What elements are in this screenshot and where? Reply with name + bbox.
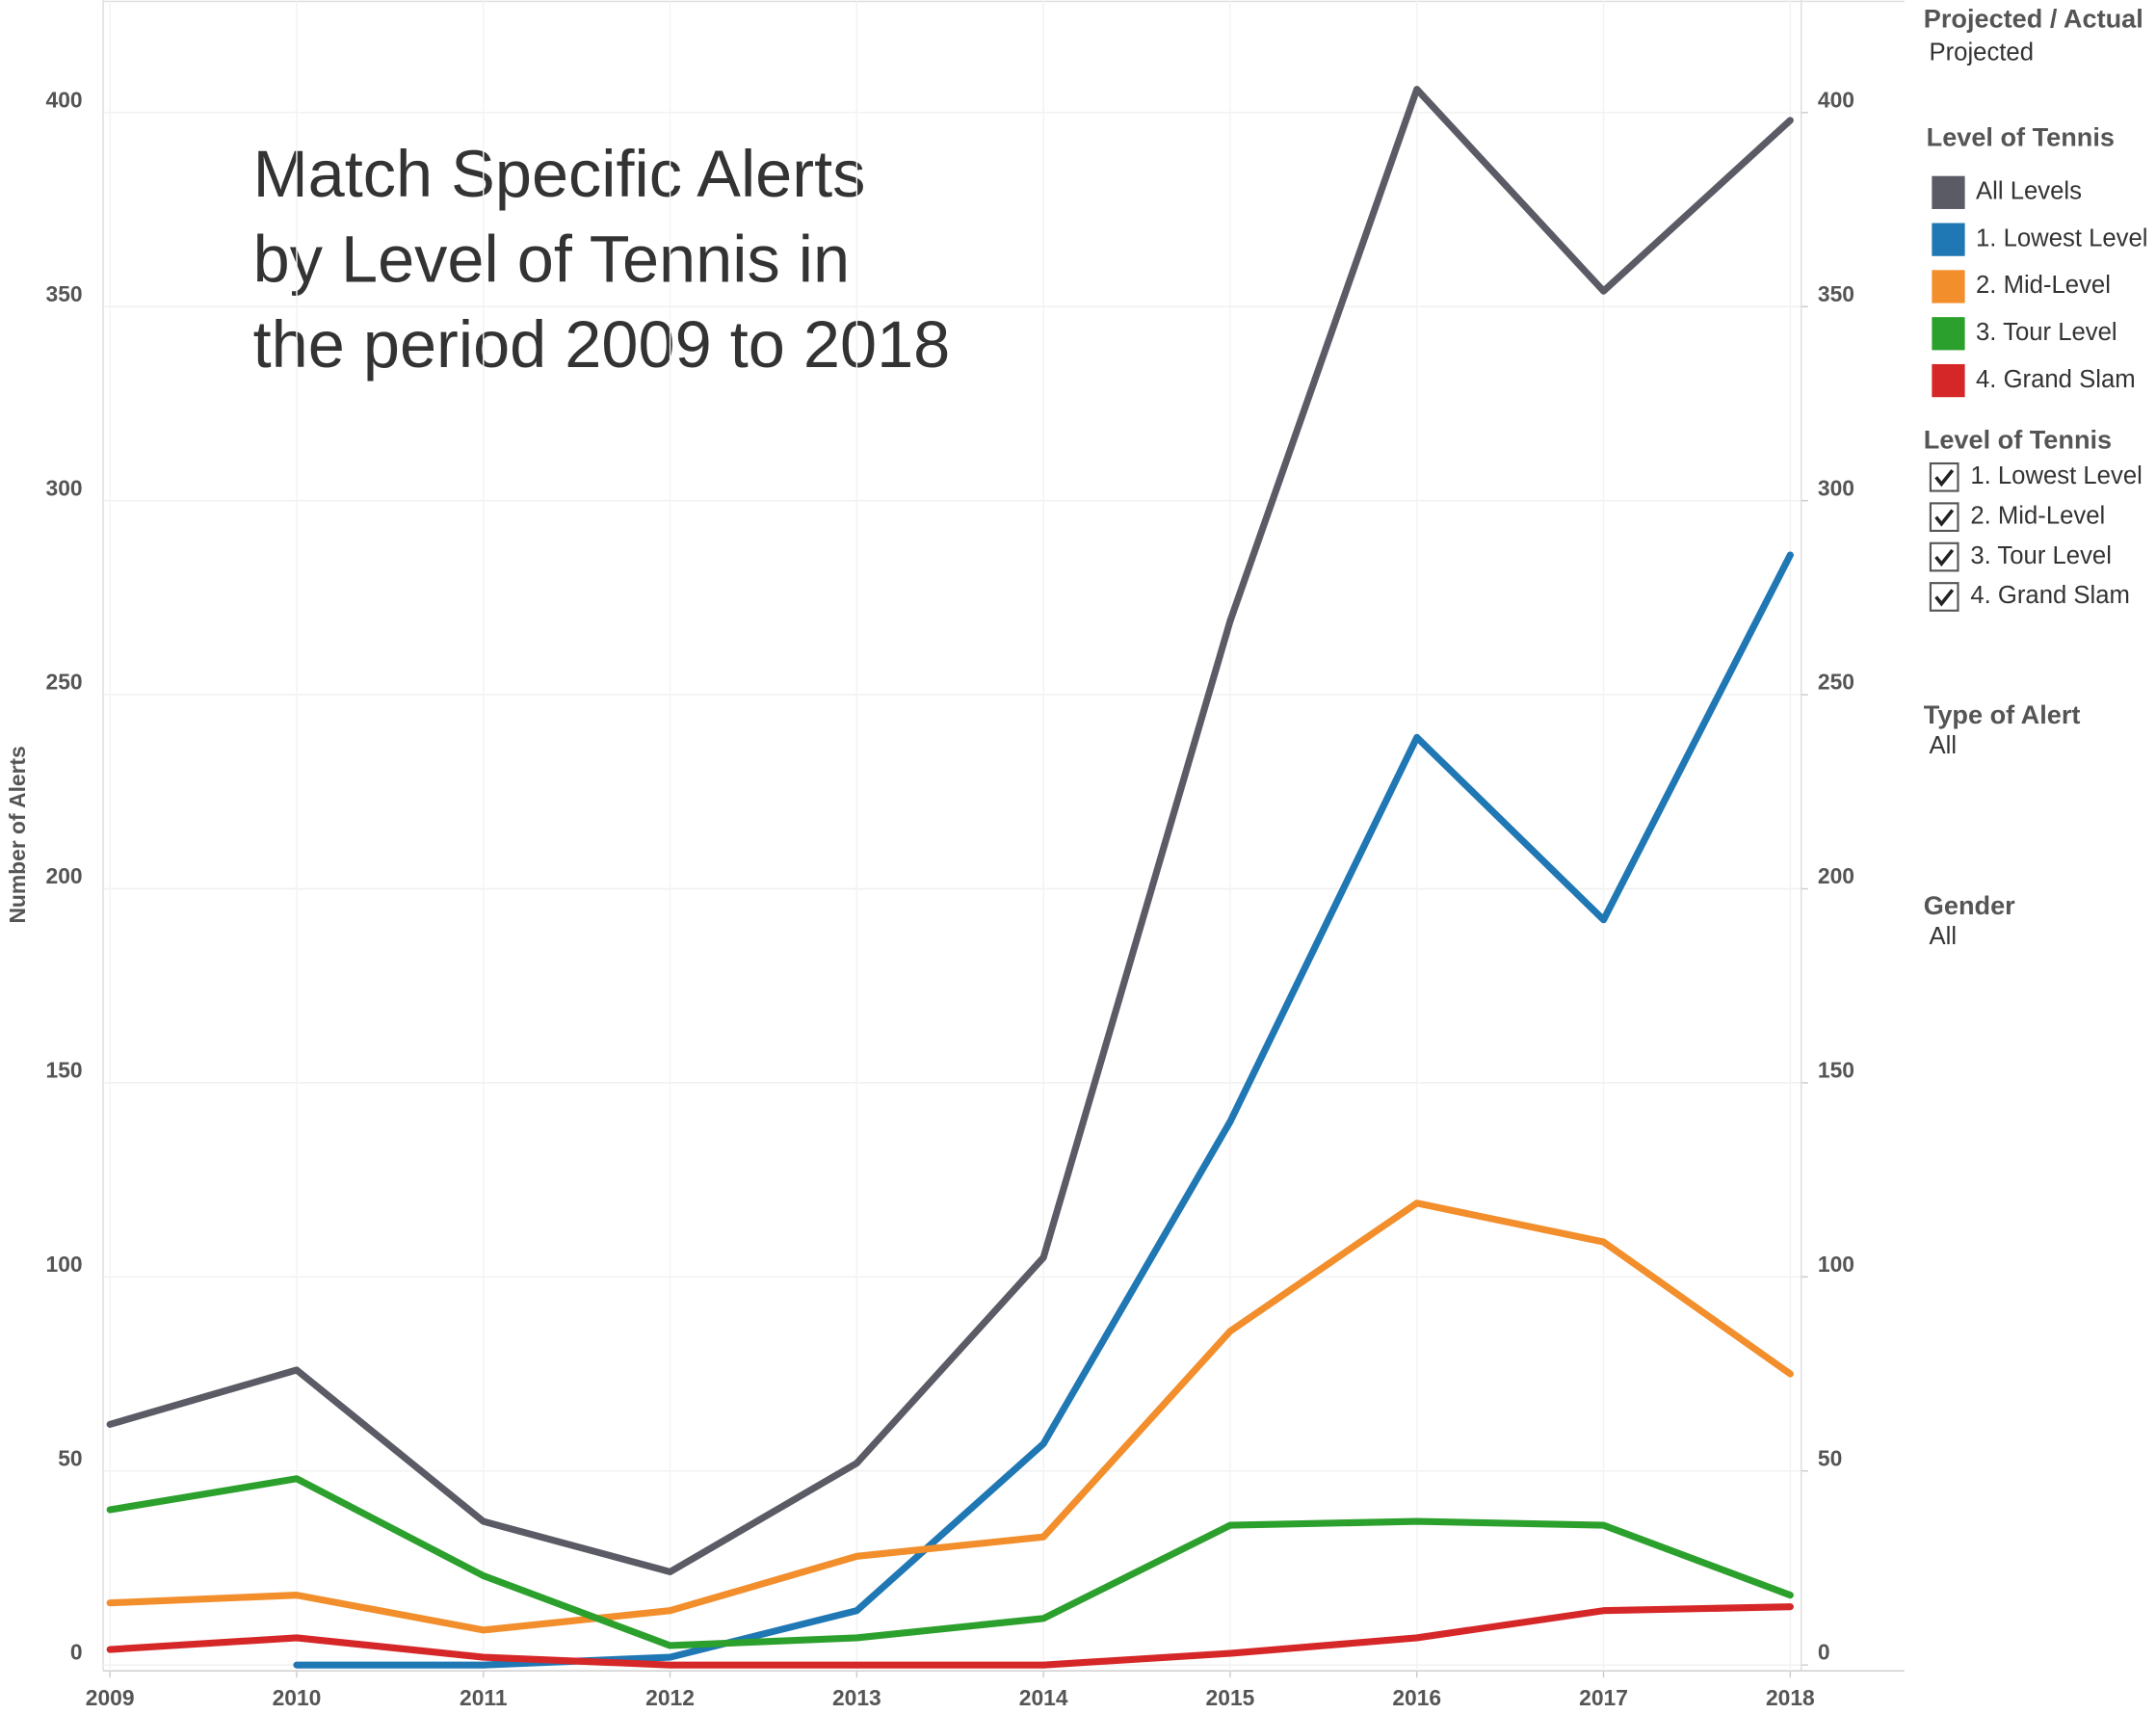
legend-label[interactable]: All Levels — [1976, 178, 2082, 205]
x-tick-label: 2011 — [460, 1685, 508, 1710]
checkbox-label[interactable]: 1. Lowest Level — [1970, 462, 2142, 489]
x-tick-label: 2018 — [1766, 1685, 1815, 1710]
legend-label[interactable]: 3. Tour Level — [1976, 319, 2117, 346]
checkmark — [1934, 548, 1955, 567]
chart-title: Match Specific Alerts — [253, 137, 866, 211]
y-tick-label: 0 — [70, 1640, 83, 1665]
series-line — [106, 1603, 1794, 1669]
legend-swatch — [1932, 317, 1965, 351]
filter-title: Type of Alert — [1924, 699, 2081, 729]
chart-title: by Level of Tennis in — [253, 223, 850, 297]
series-line — [106, 86, 1794, 1576]
legend-swatch — [1932, 363, 1965, 398]
y-tick-label: 100 — [46, 1252, 83, 1277]
checkbox[interactable] — [1929, 582, 1959, 612]
x-tick-label: 2012 — [645, 1685, 695, 1710]
legend-label[interactable]: 1. Lowest Level — [1976, 224, 2147, 251]
x-tick-label: 2015 — [1206, 1685, 1255, 1710]
series-line — [106, 1475, 1794, 1649]
y2-tick-label: 0 — [1818, 1640, 1830, 1665]
y-tick-label: 200 — [46, 863, 83, 888]
checkbox[interactable] — [1929, 502, 1959, 533]
y2-tick-label: 250 — [1818, 670, 1854, 695]
y-tick-label: 350 — [46, 281, 83, 306]
y2-tick-label: 400 — [1818, 87, 1854, 112]
filter-title: Gender — [1924, 890, 2015, 920]
chart-title: the period 2009 to 2018 — [253, 307, 951, 382]
y-tick-label: 150 — [46, 1058, 83, 1083]
y2-tick-label: 50 — [1818, 1445, 1842, 1470]
checkbox[interactable] — [1929, 461, 1959, 492]
filter-title: Projected / Actual — [1924, 4, 2143, 34]
legend-swatch — [1932, 175, 1965, 209]
legend-title: Level of Tennis — [1927, 121, 2115, 151]
y-axis-label: Number of Alerts — [5, 746, 30, 923]
checkmark — [1934, 469, 1955, 488]
filter-title: Level of Tennis — [1924, 424, 2112, 454]
checkbox-label[interactable]: 4. Grand Slam — [1970, 582, 2130, 609]
x-tick-label: 2009 — [86, 1685, 135, 1710]
y-tick-label: 300 — [46, 475, 83, 500]
legend-label[interactable]: 4. Grand Slam — [1976, 366, 2136, 393]
y2-tick-label: 200 — [1818, 863, 1854, 888]
x-tick-label: 2013 — [832, 1685, 881, 1710]
y-tick-label: 50 — [58, 1445, 82, 1470]
filter-value[interactable]: All — [1929, 923, 1957, 950]
checkbox[interactable] — [1929, 541, 1959, 572]
checkbox-label[interactable]: 3. Tour Level — [1970, 542, 2112, 569]
legend-label[interactable]: 2. Mid-Level — [1976, 272, 2111, 299]
checkbox-label[interactable]: 2. Mid-Level — [1970, 502, 2105, 529]
x-tick-label: 2010 — [273, 1685, 322, 1710]
checkmark — [1934, 509, 1955, 527]
legend-swatch — [1932, 270, 1965, 303]
x-tick-label: 2014 — [1019, 1685, 1068, 1710]
x-tick-label: 2017 — [1579, 1685, 1628, 1710]
filter-value[interactable]: All — [1929, 732, 1957, 759]
x-tick-label: 2016 — [1392, 1685, 1441, 1710]
y2-tick-label: 150 — [1818, 1058, 1854, 1083]
y2-tick-label: 350 — [1818, 281, 1854, 306]
y-tick-label: 400 — [46, 87, 83, 112]
checkmark — [1934, 589, 1955, 607]
y-tick-label: 250 — [46, 670, 83, 695]
legend-swatch — [1932, 223, 1965, 256]
y2-tick-label: 300 — [1818, 475, 1854, 500]
series-line — [106, 1200, 1794, 1634]
filter-value[interactable]: Projected — [1929, 39, 2034, 66]
y2-tick-label: 100 — [1818, 1252, 1854, 1277]
